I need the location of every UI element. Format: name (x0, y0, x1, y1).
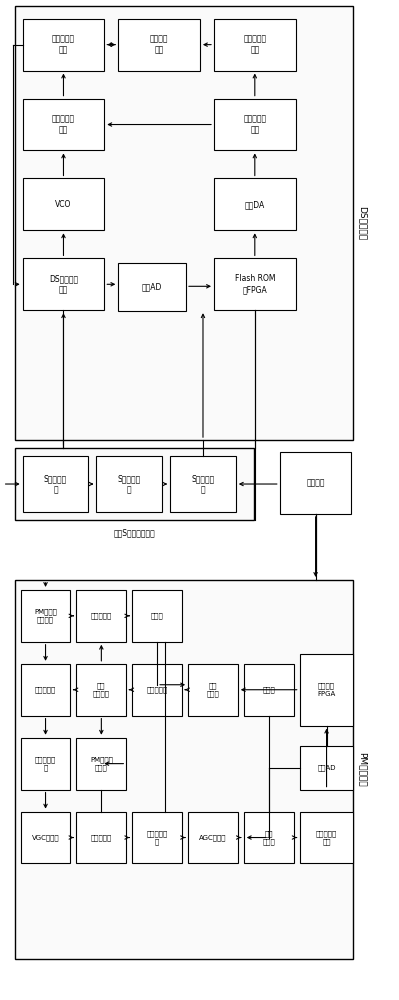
Text: 第二
鉴相器: 第二 鉴相器 (263, 830, 275, 845)
Text: DS通道混频
单元: DS通道混频 单元 (49, 274, 78, 294)
Text: 高速AD: 高速AD (142, 283, 162, 292)
Text: 第一
鉴相器: 第一 鉴相器 (207, 682, 219, 697)
Text: 第一环路滤
波器: 第一环路滤 波器 (52, 114, 75, 135)
Text: 第二环路滤
波器: 第二环路滤 波器 (243, 35, 267, 55)
Bar (214, 99, 296, 150)
Text: VGC放大器: VGC放大器 (32, 834, 59, 841)
Text: PM通道本
振单元: PM通道本 振单元 (90, 756, 113, 771)
Bar (77, 738, 126, 790)
Text: 高速DA: 高速DA (245, 200, 265, 209)
Bar (118, 263, 186, 311)
Text: 中频解调滤
波器: 中频解调滤 波器 (316, 830, 337, 845)
Bar (300, 746, 354, 790)
Text: 第二压控
滤波: 第二压控 滤波 (150, 35, 168, 55)
Text: 低速AD: 低速AD (317, 764, 336, 771)
Bar (77, 590, 126, 642)
Text: S频段功分
器: S频段功分 器 (192, 474, 215, 494)
Text: 环路滤波器: 环路滤波器 (146, 686, 168, 693)
Bar (15, 6, 354, 440)
Bar (23, 258, 104, 310)
Bar (132, 812, 182, 863)
Bar (214, 19, 296, 71)
Bar (21, 664, 71, 716)
Text: 反熔丝型
FPGA: 反熔丝型 FPGA (318, 683, 336, 697)
Text: 第二频率综
合器: 第二频率综 合器 (52, 35, 75, 55)
Bar (77, 664, 126, 716)
Bar (77, 812, 126, 863)
Bar (300, 654, 354, 726)
Bar (21, 738, 71, 790)
Bar (21, 812, 71, 863)
Text: 第一混频器: 第一混频器 (35, 686, 56, 693)
Text: S频段低噪
放: S频段低噪 放 (118, 474, 141, 494)
Bar (214, 178, 296, 230)
Bar (188, 664, 238, 716)
Text: 三中频滤波
器: 三中频滤波 器 (146, 830, 168, 845)
Text: 第二混频器: 第二混频器 (91, 834, 112, 841)
Text: 第一
压控晶振: 第一 压控晶振 (93, 682, 110, 697)
Text: PM通道选
择滤波器: PM通道选 择滤波器 (34, 608, 57, 623)
Bar (15, 448, 254, 520)
Text: S频段预选
器: S频段预选 器 (44, 474, 67, 494)
Text: DS接收通道: DS接收通道 (358, 206, 366, 240)
Text: 隔离放大器: 隔离放大器 (91, 613, 112, 619)
Bar (244, 664, 294, 716)
Bar (188, 812, 238, 863)
Bar (280, 452, 352, 514)
Bar (300, 812, 354, 863)
Bar (15, 580, 354, 959)
Text: 第一频率综
合器: 第一频率综 合器 (243, 114, 267, 135)
Text: 移相器: 移相器 (263, 686, 275, 693)
Bar (214, 258, 296, 310)
Text: 公用S频段射频前端: 公用S频段射频前端 (113, 528, 155, 537)
Bar (118, 19, 200, 71)
Bar (23, 456, 89, 512)
Bar (244, 812, 294, 863)
Bar (21, 590, 71, 642)
Bar (23, 99, 104, 150)
Bar (23, 19, 104, 71)
Bar (23, 178, 104, 230)
Text: PM接收通道: PM接收通道 (358, 752, 366, 787)
Text: AGC放大器: AGC放大器 (199, 834, 227, 841)
Bar (170, 456, 236, 512)
Bar (132, 664, 182, 716)
Bar (132, 590, 182, 642)
Text: 一中频滤波
器: 一中频滤波 器 (35, 756, 56, 771)
Text: Flash ROM
型FPGA: Flash ROM 型FPGA (235, 274, 275, 294)
Bar (97, 456, 162, 512)
Text: VCO: VCO (55, 200, 72, 209)
Text: 分频器: 分频器 (151, 613, 164, 619)
Text: 电源部分: 电源部分 (306, 479, 325, 488)
